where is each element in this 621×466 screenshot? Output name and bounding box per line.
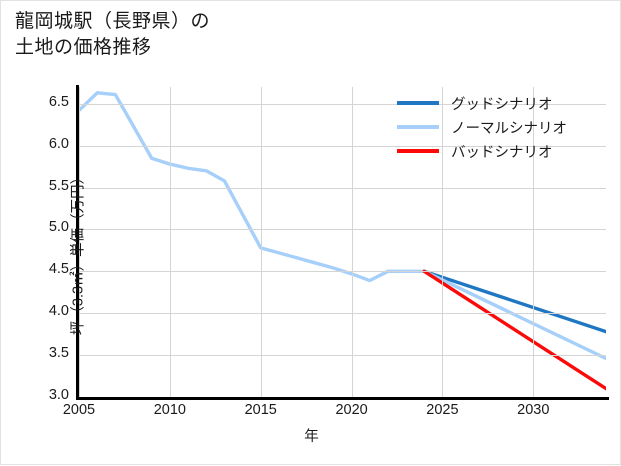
y-tick-label: 6.5 [48, 93, 69, 110]
gridline-horizontal [79, 313, 606, 315]
y-tick-label: 5.0 [48, 219, 69, 236]
legend-label: グッドシナリオ [451, 96, 553, 113]
y-tick-label: 3.5 [48, 345, 69, 362]
series-line [422, 269, 606, 391]
gridline-horizontal [79, 103, 606, 105]
gridline-vertical [351, 87, 353, 397]
legend-label: ノーマルシナリオ [451, 120, 567, 137]
legend-item[interactable]: ノーマルシナリオ [397, 115, 612, 139]
x-tick-label: 2020 [335, 402, 368, 418]
gridline-vertical [79, 87, 80, 397]
legend-item[interactable]: グッドシナリオ [397, 91, 612, 115]
page-title: 龍岡城駅（長野県）の 土地の価格推移 [15, 11, 211, 58]
legend-swatch-icon [397, 101, 439, 105]
series-line [422, 269, 606, 334]
legend-label: バッドシナリオ [451, 144, 553, 161]
x-tick-label: 2005 [62, 402, 96, 418]
x-tick-label: 2030 [517, 402, 550, 418]
y-tick-label: 6.0 [48, 135, 69, 152]
y-tick-label: 4.5 [48, 261, 69, 278]
gridline-horizontal [79, 229, 606, 231]
y-tick-label: 4.0 [48, 303, 69, 320]
plot-area [79, 87, 606, 398]
x-axis-title: 年 [304, 429, 319, 445]
gridline-horizontal [79, 145, 606, 147]
x-tick-label: 2010 [153, 402, 186, 418]
legend-item[interactable]: バッドシナリオ [397, 139, 612, 163]
y-tick-label: 5.5 [48, 177, 69, 194]
series-line [422, 269, 606, 361]
gridline-vertical [533, 87, 535, 397]
x-tick-label: 2025 [426, 402, 459, 418]
gridline-horizontal [79, 187, 606, 189]
legend-swatch-icon [397, 149, 439, 153]
y-tick-label: 3.0 [48, 387, 69, 403]
gridline-horizontal [79, 271, 606, 273]
gridline-vertical [442, 87, 444, 397]
gridline-vertical [169, 87, 171, 397]
y-axis-spine [76, 85, 79, 399]
y-axis-title: 坪（3.3㎡）単価（万円） [70, 169, 87, 336]
x-axis-spine [76, 397, 609, 400]
gridline-horizontal [79, 355, 606, 357]
legend-swatch-icon [397, 125, 439, 129]
gridline-vertical [260, 87, 262, 397]
x-tick-label: 2015 [244, 402, 277, 418]
chart-legend: グッドシナリオ ノーマルシナリオ バッドシナリオ [397, 91, 612, 163]
series-svg [79, 91, 606, 391]
series-line [79, 91, 426, 283]
